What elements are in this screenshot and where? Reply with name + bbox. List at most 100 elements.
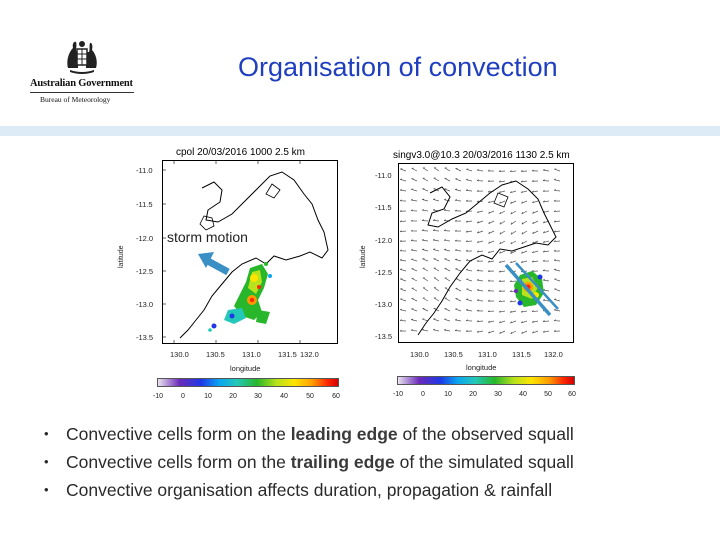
wind-vector [543, 240, 550, 243]
right-model-map [398, 163, 574, 343]
wind-vector-head [476, 250, 479, 253]
wind-vector [499, 200, 506, 204]
logo-government-name: Australian Government [30, 78, 133, 89]
left-colorbar-tick: -10 [152, 393, 164, 400]
wind-vector [476, 320, 484, 322]
wind-vector [488, 220, 495, 225]
wind-vector [411, 298, 418, 302]
wind-vector-head [465, 308, 469, 311]
wind-vector [444, 249, 451, 252]
wind-vector [433, 258, 440, 262]
wind-vector-head [553, 259, 557, 261]
wind-vector-head [510, 191, 512, 194]
wind-vector-head [499, 201, 501, 204]
wind-vector [455, 319, 462, 322]
wind-vector-head [553, 308, 557, 311]
right-xtick: 131.5 [512, 350, 531, 359]
wind-vector [521, 320, 528, 324]
wind-vector [411, 319, 418, 322]
wind-vector-head [509, 290, 512, 292]
wind-vector-head [444, 248, 447, 250]
wind-vector-head [542, 299, 546, 301]
wind-vector-head [443, 219, 446, 221]
wind-vector-head [399, 220, 402, 223]
wind-vector-head [443, 328, 447, 331]
bullet-text: Convective cells form on the leading edg… [66, 424, 574, 444]
wind-vector [554, 168, 561, 172]
wind-vector-head [510, 222, 513, 225]
wind-vector-head [553, 240, 556, 242]
right-colorbar-tick: -10 [392, 391, 404, 398]
wind-vector-head [498, 300, 501, 302]
wind-vector-head [553, 230, 556, 233]
wind-vector [466, 299, 473, 302]
wind-vector-head [477, 231, 479, 234]
wind-vector [509, 280, 517, 283]
wind-vector-head [476, 169, 480, 171]
wind-vector-head [521, 201, 523, 204]
wind-vector-head [432, 208, 436, 211]
wind-vector [444, 318, 451, 322]
wind-vector-head [542, 278, 546, 281]
wind-vector-head [433, 198, 436, 200]
wind-vector [411, 188, 418, 192]
wind-vector-head [465, 240, 468, 242]
wind-vector-head [520, 170, 523, 172]
wind-vector-head [487, 299, 490, 302]
left-xtick: 131.0 [242, 350, 261, 359]
wind-vector [400, 269, 407, 272]
wind-vector [477, 250, 484, 253]
wind-vector-head [411, 258, 414, 260]
wind-vector-head [465, 199, 468, 202]
wind-vector-head [553, 329, 556, 332]
wind-vector-head [476, 269, 479, 271]
wind-vector [422, 199, 429, 202]
wind-vector [554, 299, 561, 302]
wind-vector-head [476, 189, 479, 192]
wind-vector [433, 249, 440, 252]
wind-vector-head [488, 331, 490, 334]
wind-vector-head [487, 270, 490, 272]
left-colorbar-tick: 0 [181, 393, 185, 400]
wind-vector-head [542, 169, 546, 171]
wind-vector [499, 260, 506, 263]
wind-vector-head [542, 259, 545, 262]
wind-vector [432, 220, 440, 222]
wind-vector [455, 278, 462, 282]
wind-vector [499, 190, 506, 193]
left-map-ylabel: latitude [118, 245, 125, 268]
wind-vector [532, 210, 539, 214]
wind-vector-head [488, 231, 490, 234]
wind-vector [455, 189, 462, 192]
wind-vector-head [531, 260, 534, 263]
wind-vector [455, 288, 462, 292]
right-colorbar-tick: 40 [519, 391, 527, 398]
wind-vector [466, 288, 473, 292]
wind-vector-head [465, 220, 468, 223]
wind-vector [411, 249, 418, 252]
wind-vector [521, 310, 528, 313]
wind-vector [554, 230, 561, 233]
wind-vector [444, 188, 451, 192]
wind-vector-head [488, 211, 490, 214]
wind-vector-head [410, 248, 414, 251]
wind-vector [499, 320, 506, 324]
wind-vector-head [399, 258, 403, 261]
storm-motion-label: storm motion [167, 229, 248, 245]
wind-vector [532, 250, 539, 254]
wind-vector [411, 308, 418, 312]
wind-vector-head [487, 289, 490, 292]
wind-vector [400, 179, 407, 182]
wind-vector [476, 299, 484, 302]
wind-vector-head [521, 241, 524, 245]
wind-vector [521, 240, 528, 245]
wind-vector-head [521, 251, 523, 254]
bullet-text: Convective organisation affects duration… [66, 480, 553, 500]
wind-vector-head [465, 178, 469, 181]
wind-vector-head [532, 201, 534, 204]
wind-vector [443, 239, 451, 242]
wind-vector-head [454, 318, 458, 321]
wind-vector-head [410, 329, 414, 331]
wind-vector-head [510, 331, 513, 334]
wind-vector [455, 178, 462, 182]
